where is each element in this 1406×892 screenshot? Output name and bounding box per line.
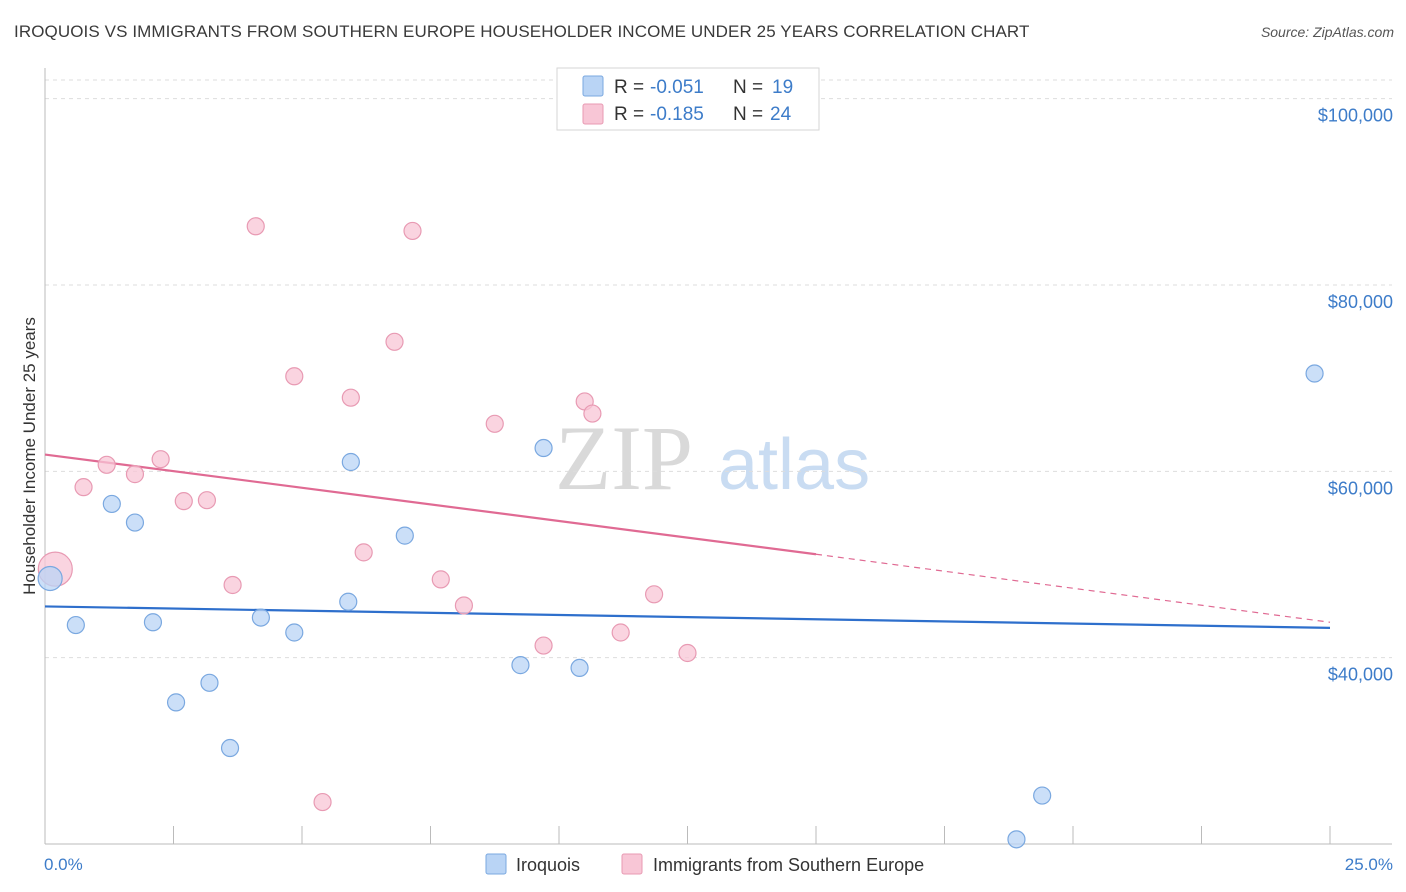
- y-tick-label-2: $80,000: [1328, 292, 1393, 312]
- watermark-zip: ZIP: [555, 407, 693, 509]
- trend-line-southern-europe-extrapolated: [815, 553, 1331, 623]
- blue-point-4: [143, 613, 163, 632]
- trend-line-iroquois: [44, 605, 1331, 629]
- legend-r-value-1: -0.051: [650, 77, 704, 98]
- blue-point-2: [102, 494, 121, 514]
- blue-point-1: [66, 615, 85, 635]
- pink-point-4: [151, 450, 170, 469]
- legend-n-label-2: N =: [733, 104, 763, 125]
- pink-point-1: [74, 478, 93, 497]
- series-legend-label-southern-europe: Immigrants from Southern Europe: [653, 855, 924, 875]
- x-ticks: [44, 826, 1331, 844]
- pink-point-20: [583, 404, 602, 423]
- legend-swatch-iroquois: [582, 75, 604, 97]
- series-legend: Iroquois Immigrants from Southern Europe: [485, 853, 924, 875]
- pink-point-21: [611, 623, 630, 642]
- watermark-atlas: atlas: [718, 425, 870, 505]
- blue-point-15: [570, 658, 589, 678]
- y-axis-label: Householder Income Under 25 years: [20, 317, 39, 595]
- pink-point-10: [313, 792, 332, 812]
- blue-point-6: [200, 673, 219, 692]
- gridlines: [45, 79, 1392, 659]
- blue-point-17: [1033, 786, 1052, 805]
- pink-point-15: [431, 570, 450, 589]
- source-credit: Source: ZipAtlas.com: [1260, 24, 1394, 40]
- pink-point-9: [285, 367, 304, 386]
- pink-point-3: [125, 465, 145, 484]
- x-tick-label-max: 25.0%: [1345, 855, 1393, 874]
- blue-point-13: [511, 656, 530, 675]
- y-tick-labels: $40,000 $60,000 $80,000 $100,000: [1318, 106, 1393, 685]
- blue-point-16: [1007, 830, 1026, 849]
- blue-point-9: [285, 623, 304, 642]
- blue-point-11: [341, 452, 360, 472]
- legend-n-value-2: 24: [770, 104, 792, 125]
- legend-n-value-1: 19: [772, 77, 793, 98]
- blue-point-10: [339, 592, 358, 611]
- legend-r-label-2: R =: [614, 104, 644, 125]
- series-legend-swatch-iroquois: [485, 853, 507, 875]
- data-points: [37, 217, 1324, 849]
- axes: [44, 68, 1392, 845]
- pink-point-7: [223, 575, 242, 595]
- pink-point-23: [678, 643, 697, 663]
- pink-point-5: [174, 492, 193, 511]
- x-tick-label-min: 0.0%: [44, 855, 83, 874]
- pink-point-6: [197, 491, 217, 510]
- blue-point-8: [251, 608, 270, 627]
- blue-point-18: [1305, 364, 1324, 383]
- pink-point-13: [385, 332, 404, 351]
- pink-point-2: [97, 455, 116, 474]
- y-tick-label-1: $60,000: [1328, 478, 1393, 498]
- blue-point-12: [395, 526, 414, 545]
- series-legend-label-iroquois: Iroquois: [516, 855, 580, 875]
- legend-r-value-2: -0.185: [650, 104, 704, 125]
- blue-point-0: [37, 565, 63, 592]
- blue-point-7: [220, 738, 240, 758]
- series-legend-swatch-southern-europe: [621, 853, 643, 875]
- blue-point-14: [534, 438, 553, 458]
- pink-point-18: [534, 636, 553, 655]
- legend-swatch-southern-europe: [582, 103, 604, 125]
- blue-point-5: [166, 693, 186, 712]
- pink-point-8: [246, 217, 265, 236]
- pink-point-16: [454, 596, 474, 615]
- y-tick-label-3: $100,000: [1318, 106, 1393, 126]
- pink-point-11: [341, 388, 360, 407]
- y-tick-label-0: $40,000: [1328, 665, 1393, 685]
- trend-line-southern-europe: [44, 453, 817, 556]
- blue-point-3: [125, 513, 145, 532]
- legend-r-label-1: R =: [614, 77, 644, 98]
- legend-n-label-1: N =: [733, 77, 763, 98]
- pink-point-14: [403, 221, 422, 241]
- pink-point-17: [485, 414, 504, 433]
- chart-title: IROQUOIS VS IMMIGRANTS FROM SOUTHERN EUR…: [14, 22, 1030, 41]
- pink-point-22: [644, 585, 664, 604]
- correlation-legend: R = -0.051 N = 19 R = -0.185 N = 24: [556, 67, 820, 131]
- pink-point-12: [354, 543, 373, 562]
